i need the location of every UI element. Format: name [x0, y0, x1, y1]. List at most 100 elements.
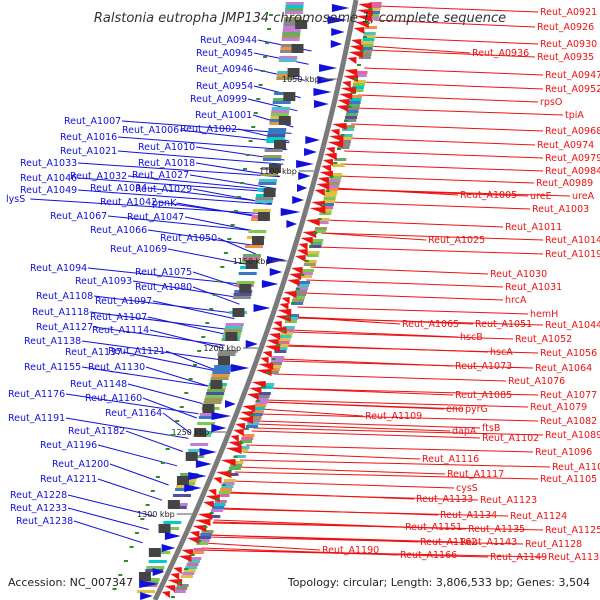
gene-label-reut-a1032[interactable]: Reut_A1032 [70, 171, 127, 182]
gene-label-reut-a1132[interactable]: Reut_A1132 [548, 552, 600, 563]
gene-label-reut-a1047[interactable]: Reut_A1047 [127, 212, 184, 223]
gene-label-reut-a1138[interactable]: Reut_A1138 [24, 336, 81, 347]
gene-label-reut-a1114[interactable]: Reut_A1114 [92, 325, 149, 336]
gene-label-hsca[interactable]: hscA [490, 347, 513, 358]
gene-label-reut-a1018[interactable]: Reut_A1018 [138, 158, 195, 169]
gene-label-reut-a0974[interactable]: Reut_A0974 [537, 140, 594, 151]
gene-label-reut-a1025[interactable]: Reut_A1025 [428, 235, 485, 246]
gene-label-reut-a0979[interactable]: Reut_A0979 [545, 153, 600, 164]
gene-label-reut-a1151[interactable]: Reut_A1151 [405, 522, 462, 533]
gene-label-reut-a1034[interactable]: Reut_A1034 [90, 183, 147, 194]
gene-label-reut-a1066[interactable]: Reut_A1066 [90, 225, 147, 236]
gene-label-reut-a1116[interactable]: Reut_A1116 [422, 454, 479, 465]
gene-label-reut-a1100[interactable]: Reut_A1100 [552, 462, 600, 473]
gene-label-reut-a0946[interactable]: Reut_A0946 [196, 64, 253, 75]
gene-label-reut-a1125[interactable]: Reut_A1125 [545, 525, 600, 536]
gene-label-reut-a1031[interactable]: Reut_A1031 [505, 282, 562, 293]
gene-label-reut-a1133[interactable]: Reut_A1133 [416, 494, 473, 505]
gene-label-reut-a1108[interactable]: Reut_A1108 [36, 291, 93, 302]
gene-label-reut-a1105[interactable]: Reut_A1105 [540, 474, 597, 485]
gene-label-lyss[interactable]: lysS [6, 194, 25, 205]
gene-label-reut-a1007[interactable]: Reut_A1007 [64, 116, 121, 127]
gene-label-reut-a1042[interactable]: Reut_A1042 [100, 197, 157, 208]
gene-label-reut-a1162[interactable]: Reut_A1162 [420, 537, 477, 548]
gene-label-reut-a1117[interactable]: Reut_A1117 [447, 469, 504, 480]
gene-label-reut-a1164[interactable]: Reut_A1164 [105, 408, 162, 419]
gene-label-reut-a1052[interactable]: Reut_A1052 [515, 334, 572, 345]
gene-label-reut-a0926[interactable]: Reut_A0926 [537, 22, 594, 33]
gene-label-reut-a1016[interactable]: Reut_A1016 [60, 132, 117, 143]
gene-label-reut-a1182[interactable]: Reut_A1182 [68, 426, 125, 437]
gene-label-reut-a1011[interactable]: Reut_A1011 [505, 222, 562, 233]
gene-label-reut-a1233[interactable]: Reut_A1233 [10, 503, 67, 514]
gene-label-hemh[interactable]: hemH [530, 309, 558, 320]
gene-label-reut-a1155[interactable]: Reut_A1155 [24, 362, 81, 373]
gene-label-reut-a1160[interactable]: Reut_A1160 [85, 393, 142, 404]
gene-label-reut-a1056[interactable]: Reut_A1056 [540, 348, 597, 359]
gene-label-reut-a1228[interactable]: Reut_A1228 [10, 490, 67, 501]
gene-label-reut-a1076[interactable]: Reut_A1076 [508, 376, 565, 387]
gene-label-reut-a1064[interactable]: Reut_A1064 [535, 363, 592, 374]
gene-label-cyss[interactable]: cysS [456, 483, 478, 494]
gene-label-reut-a1166[interactable]: Reut_A1166 [400, 550, 457, 561]
gene-label-ppnk[interactable]: ppnK [152, 198, 177, 209]
gene-label-reut-a1044[interactable]: Reut_A1044 [545, 320, 600, 331]
gene-label-rpso[interactable]: rpsO [540, 97, 562, 108]
gene-label-reut-a1019[interactable]: Reut_A1019 [545, 249, 600, 260]
gene-label-reut-a0984[interactable]: Reut_A0984 [545, 166, 600, 177]
gene-label-reut-a1065[interactable]: Reut_A1065 [402, 319, 459, 330]
gene-label-reut-a1030[interactable]: Reut_A1030 [490, 269, 547, 280]
gene-label-reut-a1127[interactable]: Reut_A1127 [36, 322, 93, 333]
gene-label-reut-a1002[interactable]: Reut_A1002 [180, 124, 237, 135]
gene-label-reut-a1109[interactable]: Reut_A1109 [365, 411, 422, 422]
gene-label-reut-a0936[interactable]: Reut_A0936 [472, 48, 529, 59]
gene-label-reut-a1049[interactable]: Reut_A1049 [20, 185, 77, 196]
gene-label-tpia[interactable]: tpiA [565, 110, 584, 121]
gene-label-reut-a0989[interactable]: Reut_A0989 [536, 178, 593, 189]
gene-label-dapa[interactable]: dapA [452, 426, 477, 437]
gene-label-reut-a1027[interactable]: Reut_A1027 [132, 170, 189, 181]
gene-label-reut-a1082[interactable]: Reut_A1082 [540, 416, 597, 427]
gene-label-reut-a1079[interactable]: Reut_A1079 [530, 402, 587, 413]
gene-label-reut-a0999[interactable]: Reut_A0999 [190, 94, 247, 105]
gene-label-reut-a1077[interactable]: Reut_A1077 [540, 390, 597, 401]
gene-label-reut-a1085[interactable]: Reut_A1085 [455, 390, 512, 401]
gene-label-reut-a1124[interactable]: Reut_A1124 [510, 511, 567, 522]
gene-label-reut-a1149[interactable]: Reut_A1149 [490, 552, 547, 563]
gene-label-reut-a1196[interactable]: Reut_A1196 [40, 440, 97, 451]
gene-label-reut-a1005[interactable]: Reut_A1005 [460, 190, 517, 201]
gene-label-reut-a1190[interactable]: Reut_A1190 [322, 545, 379, 556]
gene-label-urea[interactable]: ureA [572, 191, 595, 202]
gene-label-reut-a1134[interactable]: Reut_A1134 [440, 510, 497, 521]
gene-label-reut-a1094[interactable]: Reut_A1094 [30, 263, 87, 274]
gene-label-pyrg[interactable]: pyrG [465, 404, 488, 415]
gene-label-hscb[interactable]: hscB [460, 332, 483, 343]
gene-label-reut-a1014[interactable]: Reut_A1014 [545, 235, 600, 246]
gene-label-uree[interactable]: ureE [530, 191, 552, 202]
gene-label-reut-a0952[interactable]: Reut_A0952 [545, 84, 600, 95]
gene-label-reut-a1118[interactable]: Reut_A1118 [32, 307, 89, 318]
gene-label-reut-a1211[interactable]: Reut_A1211 [40, 474, 97, 485]
gene-label-reut-a1021[interactable]: Reut_A1021 [60, 146, 117, 157]
gene-label-reut-a1123[interactable]: Reut_A1123 [480, 495, 537, 506]
gene-label-reut-a1067[interactable]: Reut_A1067 [50, 211, 107, 222]
gene-label-reut-a1050[interactable]: Reut_A1050 [160, 233, 217, 244]
gene-label-reut-a1029[interactable]: Reut_A1029 [135, 184, 192, 195]
gene-label-reut-a1069[interactable]: Reut_A1069 [110, 244, 167, 255]
gene-label-hrca[interactable]: hrcA [505, 295, 527, 306]
gene-label-reut-a1102[interactable]: Reut_A1102 [482, 433, 539, 444]
gene-label-reut-a0930[interactable]: Reut_A0930 [540, 39, 597, 50]
gene-label-ftsb[interactable]: ftsB [482, 423, 500, 434]
gene-label-reut-a1075[interactable]: Reut_A1075 [135, 267, 192, 278]
gene-label-reut-a1143[interactable]: Reut_A1143 [460, 537, 517, 548]
gene-label-reut-a0921[interactable]: Reut_A0921 [540, 7, 597, 18]
gene-label-reut-a1001[interactable]: Reut_A1001 [195, 110, 252, 121]
gene-label-reut-a1130[interactable]: Reut_A1130 [88, 362, 145, 373]
gene-label-reut-a1200[interactable]: Reut_A1200 [52, 459, 109, 470]
gene-label-reut-a1238[interactable]: Reut_A1238 [16, 516, 73, 527]
gene-label-eno[interactable]: eno [446, 404, 464, 415]
gene-label-reut-a1089[interactable]: Reut_A1089 [545, 430, 600, 441]
gene-label-reut-a1121[interactable]: Reut_A1121 [108, 346, 165, 357]
gene-label-reut-a1003[interactable]: Reut_A1003 [532, 204, 589, 215]
gene-label-reut-a0945[interactable]: Reut_A0945 [196, 48, 253, 59]
